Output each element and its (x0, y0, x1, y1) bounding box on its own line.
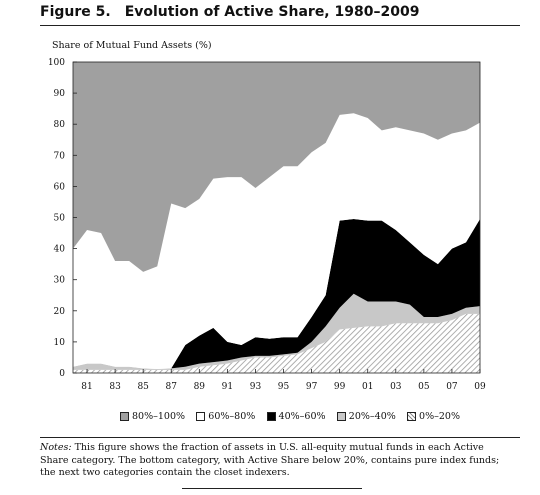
title-rule (40, 25, 520, 26)
legend-label: 80%–100% (132, 411, 186, 422)
y-axis-label: Share of Mutual Fund Assets (%) (52, 40, 212, 51)
legend-item-40-60: 40%–60% (266, 411, 326, 422)
x-tick-label: 85 (137, 382, 149, 392)
y-tick-label: 0 (59, 369, 65, 379)
x-tick-label: 05 (418, 382, 430, 392)
figure-title-text: Evolution of Active Share, 1980–2009 (124, 4, 420, 20)
figure-number: Figure 5. (40, 4, 111, 20)
area-60-80 (73, 113, 480, 369)
x-tick-label: 99 (334, 382, 346, 392)
legend-item-20-40: 20%–40% (336, 411, 396, 422)
x-tick-label: 91 (222, 382, 233, 392)
y-tick-label: 40 (54, 245, 66, 255)
area-80-100 (73, 62, 480, 272)
y-tick-label: 90 (54, 89, 66, 99)
legend-swatch (120, 412, 129, 421)
x-tick-label: 89 (194, 382, 206, 392)
y-tick-label: 20 (54, 307, 66, 317)
area-20-40 (73, 293, 480, 370)
y-tick-label: 100 (48, 58, 65, 68)
x-tick-label: 83 (109, 382, 121, 392)
x-tick-label: 95 (278, 382, 290, 392)
figure-title: Figure 5. Evolution of Active Share, 1980… (40, 4, 520, 20)
x-tick-label: 97 (306, 382, 318, 392)
x-tick-label: 01 (362, 382, 373, 392)
y-tick-label: 10 (54, 338, 66, 348)
chart-legend: 80%–100% 60%–80% 40%–60% 20%–40% 0%–20% (120, 411, 460, 422)
area-0-20 (73, 313, 480, 373)
legend-label: 20%–40% (348, 411, 396, 422)
y-tick-label: 50 (54, 214, 66, 224)
legend-item-60-80: 60%–80% (196, 411, 255, 422)
x-tick-label: 87 (166, 382, 178, 392)
bottom-rule (182, 488, 362, 489)
x-tick-label: 03 (390, 382, 402, 392)
legend-label: 40%–60% (278, 411, 326, 422)
legend-swatch (407, 412, 417, 421)
area-layers (73, 62, 480, 373)
legend-swatch (266, 412, 276, 421)
legend-item-80-100: 80%–100% (120, 411, 185, 422)
x-tick-label: 09 (474, 382, 486, 392)
legend-item-0-20: 0%–20% (407, 411, 460, 422)
figure-notes: Notes: This figure shows the fraction of… (40, 442, 510, 480)
legend-label: 60%–80% (208, 411, 256, 422)
legend-label: 0%–20% (419, 411, 460, 422)
notes-rule (40, 437, 520, 438)
y-tick-label: 60 (54, 182, 66, 192)
y-tick-label: 70 (54, 151, 66, 161)
x-tick-label: 07 (446, 382, 458, 392)
x-tick-label: 93 (250, 382, 262, 392)
legend-swatch (196, 412, 206, 421)
y-tick-label: 30 (54, 276, 66, 286)
legend-swatch (336, 412, 346, 421)
x-tick-label: 81 (81, 382, 92, 392)
notes-text: This figure shows the fraction of assets… (40, 442, 500, 478)
area-40-60 (73, 219, 480, 369)
y-tick-label: 80 (54, 120, 66, 130)
notes-lead: Notes: (40, 442, 72, 453)
